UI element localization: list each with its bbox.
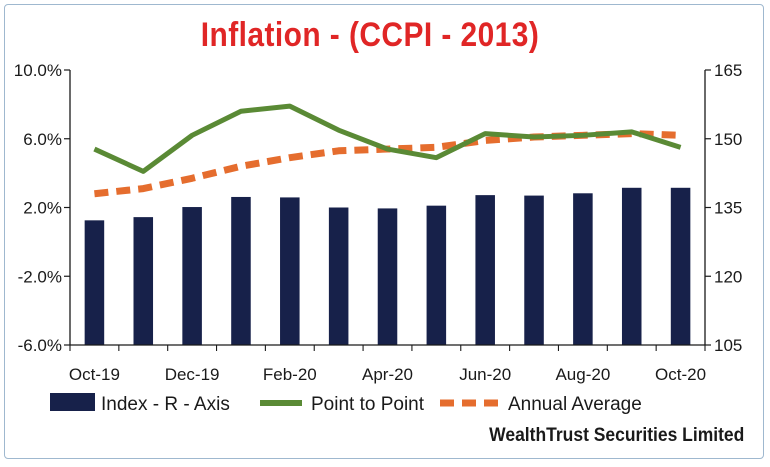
- left-tick-label: -2.0%: [18, 267, 62, 286]
- legend-label-point-to-point: Point to Point: [311, 394, 425, 415]
- legend-swatch-index: [50, 393, 95, 411]
- bar-Oct-19: [84, 220, 105, 345]
- x-tick-label: Feb-20: [263, 365, 317, 384]
- legend-label-annual-average: Annual Average: [508, 394, 642, 415]
- bar-Dec-19: [182, 207, 202, 345]
- series-line-point-to-point: [93, 103, 682, 174]
- left-tick-label: 2.0%: [23, 199, 62, 218]
- bar-Feb-20: [280, 197, 300, 345]
- left-tick-label: 6.0%: [23, 130, 62, 149]
- bar-Oct-20: [670, 187, 691, 345]
- bar-Jun-20: [475, 195, 495, 345]
- bar-Jan-20: [231, 196, 251, 345]
- bar-Aug-20: [573, 193, 593, 345]
- x-tick-label: Apr-20: [362, 365, 413, 384]
- bar-Jul-20: [524, 195, 544, 345]
- left-tick-label: -6.0%: [18, 336, 62, 355]
- x-tick-label: Oct-20: [655, 365, 706, 384]
- x-tick-label: Dec-19: [165, 365, 220, 384]
- legend-label-index: Index - R - Axis: [101, 394, 230, 415]
- right-tick-label: 150: [714, 130, 742, 149]
- right-tick-label: 135: [714, 199, 742, 218]
- source-credit: WealthTrust Securities Limited: [488, 425, 744, 446]
- left-tick-label: 10.0%: [14, 61, 62, 80]
- x-tick-label: Jun-20: [459, 365, 511, 384]
- right-tick-label: 105: [714, 336, 742, 355]
- x-tick-label: Aug-20: [555, 365, 610, 384]
- bar-Mar-20: [328, 207, 349, 345]
- chart-title: Inflation - (CCPI - 2013): [200, 16, 540, 54]
- bar-Apr-20: [377, 208, 398, 345]
- right-tick-label: 165: [714, 61, 742, 80]
- bar-Nov-19: [133, 217, 154, 345]
- right-tick-label: 120: [714, 267, 742, 286]
- bar-Sep-20: [621, 187, 642, 345]
- x-tick-label: Oct-19: [69, 365, 120, 384]
- bar-May-20: [426, 205, 447, 345]
